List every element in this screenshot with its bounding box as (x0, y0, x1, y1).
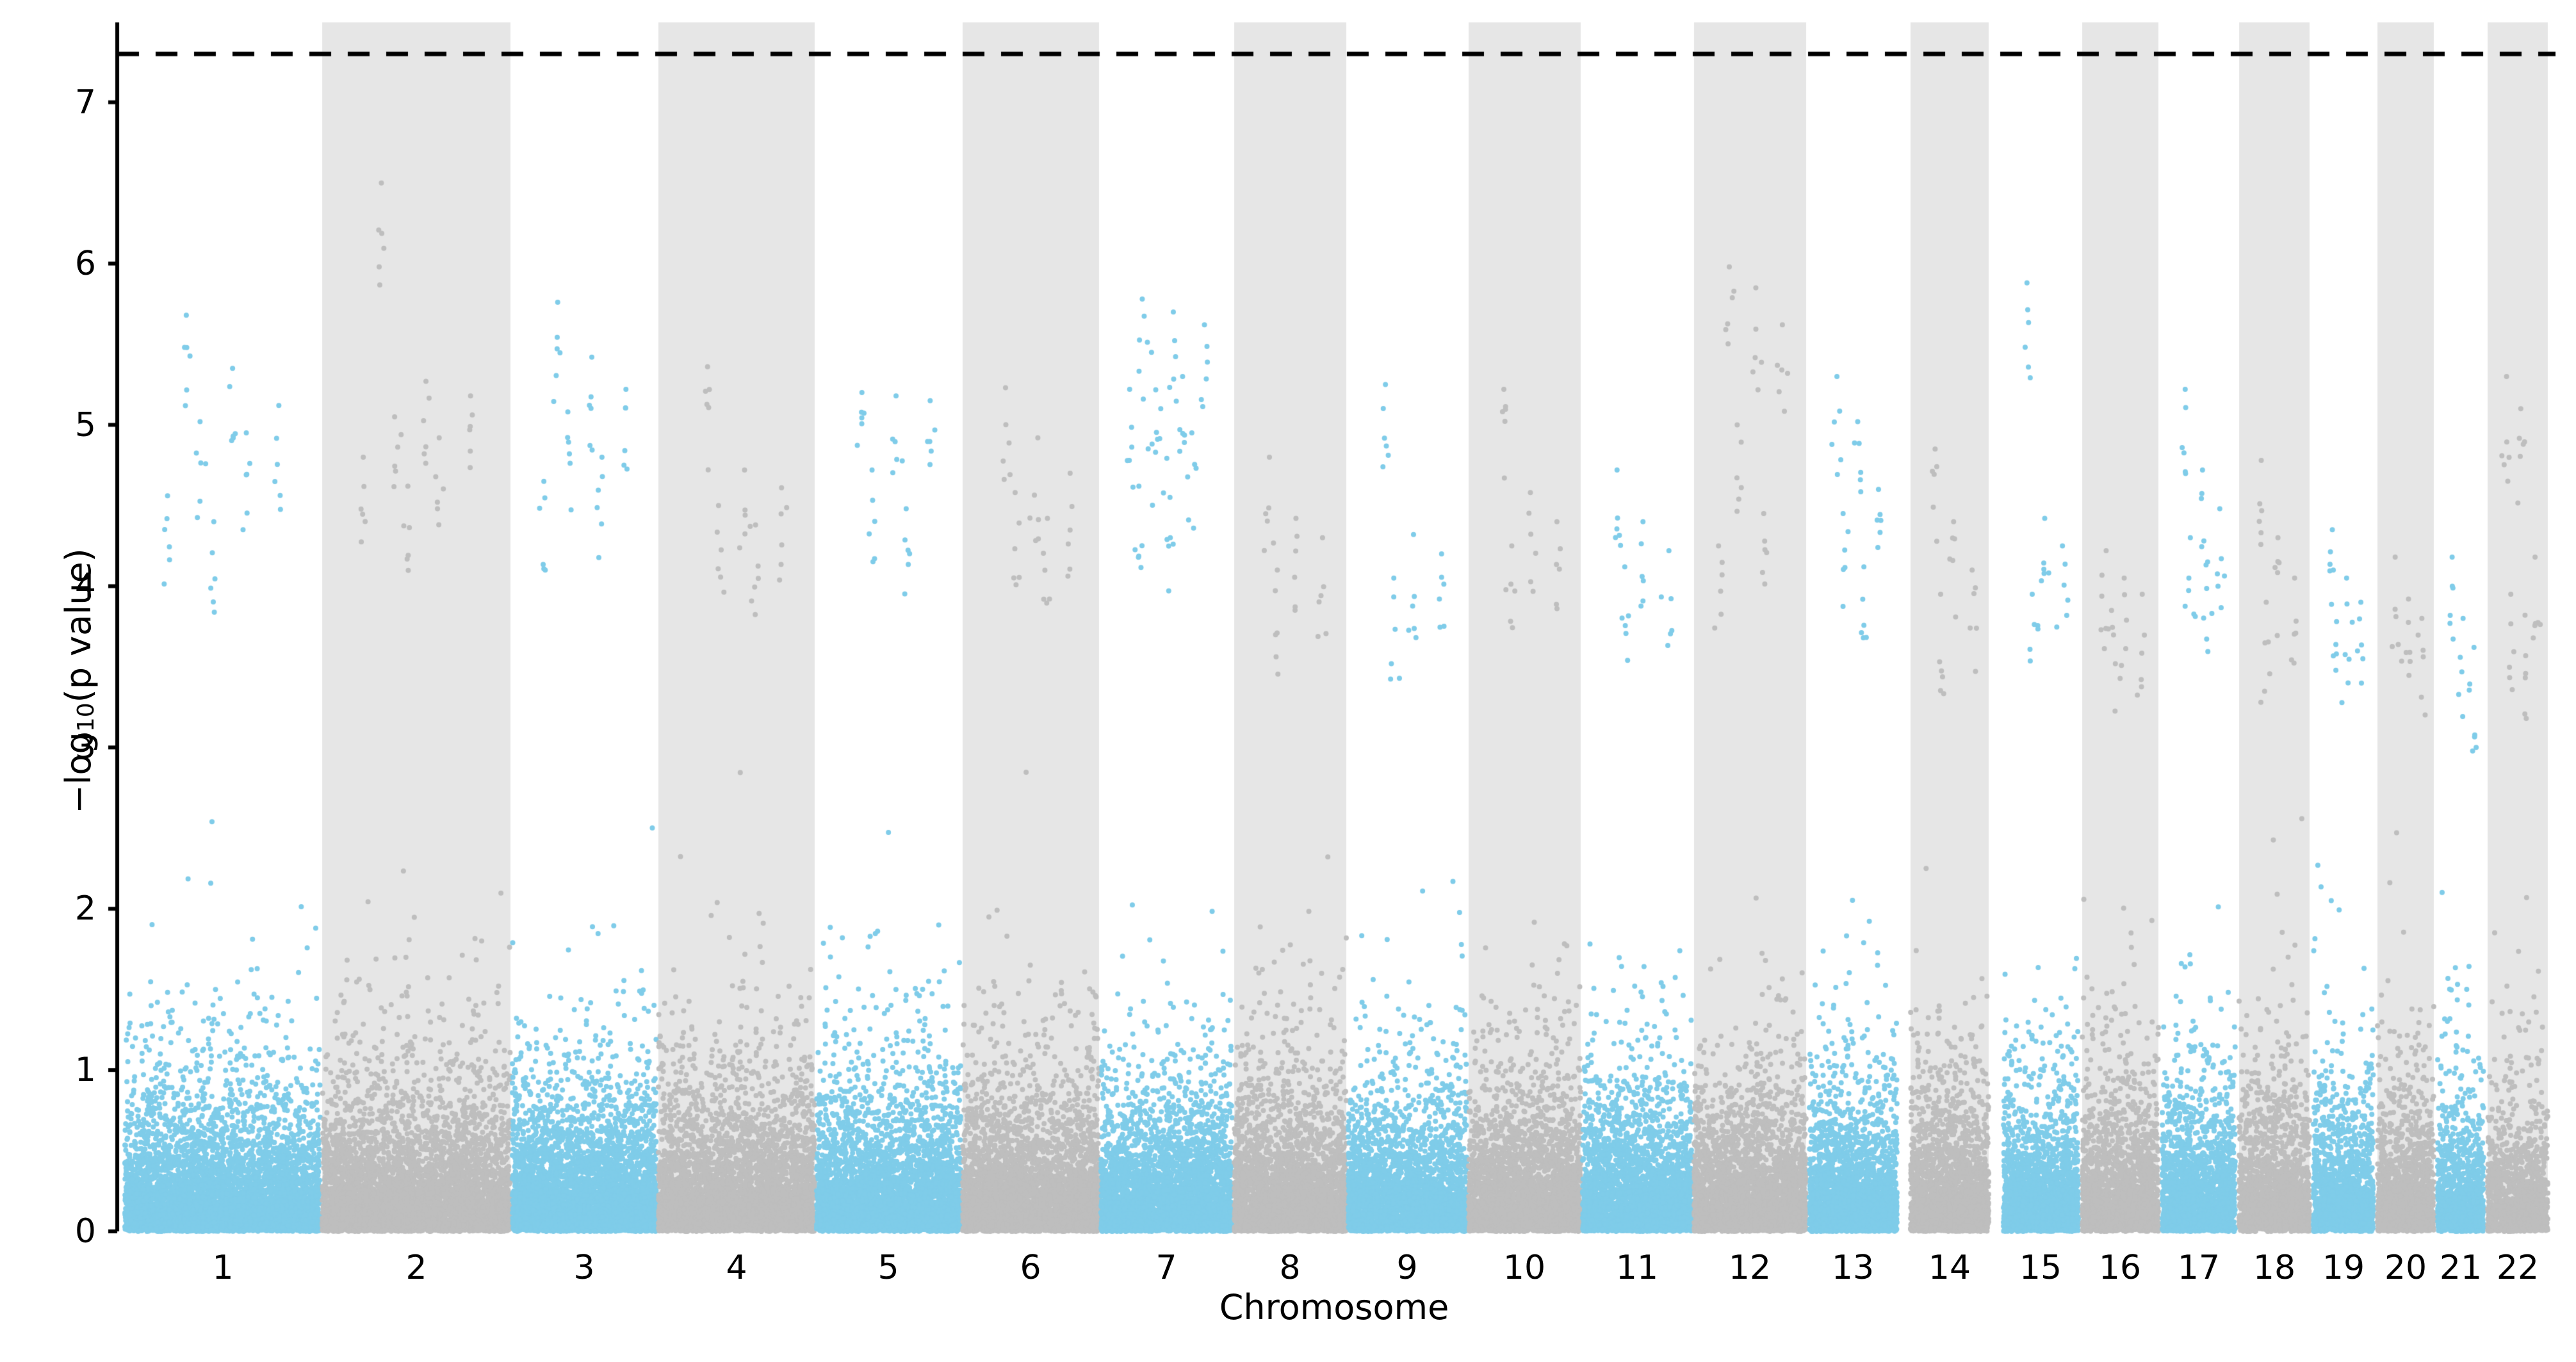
x-tick-label-chr-19: 19 (2322, 1249, 2365, 1287)
x-tick-label-chr-20: 20 (2384, 1249, 2427, 1287)
x-tick-label-chr-16: 16 (2098, 1249, 2142, 1287)
x-tick-label-chr-4: 4 (726, 1249, 747, 1287)
x-tick-label-chr-3: 3 (573, 1249, 595, 1287)
y-tick-label: 7 (74, 83, 96, 122)
x-tick-label-chr-17: 17 (2177, 1249, 2221, 1287)
y-tick-label: 6 (74, 244, 96, 283)
y-axis-label: −log 10 (p value) (40, 0, 117, 1362)
y-axis-label-wrapper: −log 10 (p value) (40, 0, 117, 1362)
x-tick-label-chr-2: 2 (405, 1249, 427, 1287)
x-tick-label-chr-22: 22 (2496, 1249, 2539, 1287)
x-tick-label-chr-1: 1 (212, 1249, 234, 1287)
y-tick-label: 0 (74, 1212, 96, 1251)
x-tick-label-chr-21: 21 (2439, 1249, 2482, 1287)
x-tick-label-chr-15: 15 (2019, 1249, 2062, 1287)
x-tick-label-chr-9: 9 (1396, 1249, 1418, 1287)
x-tick-label-chr-11: 11 (1615, 1249, 1659, 1287)
x-tick-label-chr-5: 5 (877, 1249, 899, 1287)
x-tick-label-chr-10: 10 (1503, 1249, 1546, 1287)
x-tick-label-chr-18: 18 (2253, 1249, 2296, 1287)
x-tick-label-chr-8: 8 (1279, 1249, 1301, 1287)
y-tick-label: 1 (74, 1051, 96, 1090)
x-tick-label-chr-13: 13 (1831, 1249, 1875, 1287)
x-tick-label-chr-7: 7 (1155, 1249, 1177, 1287)
x-tick-label-chr-14: 14 (1928, 1249, 1971, 1287)
x-tick-label-chr-12: 12 (1728, 1249, 1772, 1287)
x-tick-label-chr-6: 6 (1020, 1249, 1041, 1287)
y-tick-label: 2 (74, 889, 96, 928)
y-axis-label-subscript: 10 (72, 702, 99, 733)
y-tick-label: 5 (74, 405, 96, 444)
x-axis-label: Chromosome (1219, 1287, 1449, 1327)
y-tick-label: 4 (74, 567, 96, 606)
y-tick-label: 3 (74, 728, 96, 767)
